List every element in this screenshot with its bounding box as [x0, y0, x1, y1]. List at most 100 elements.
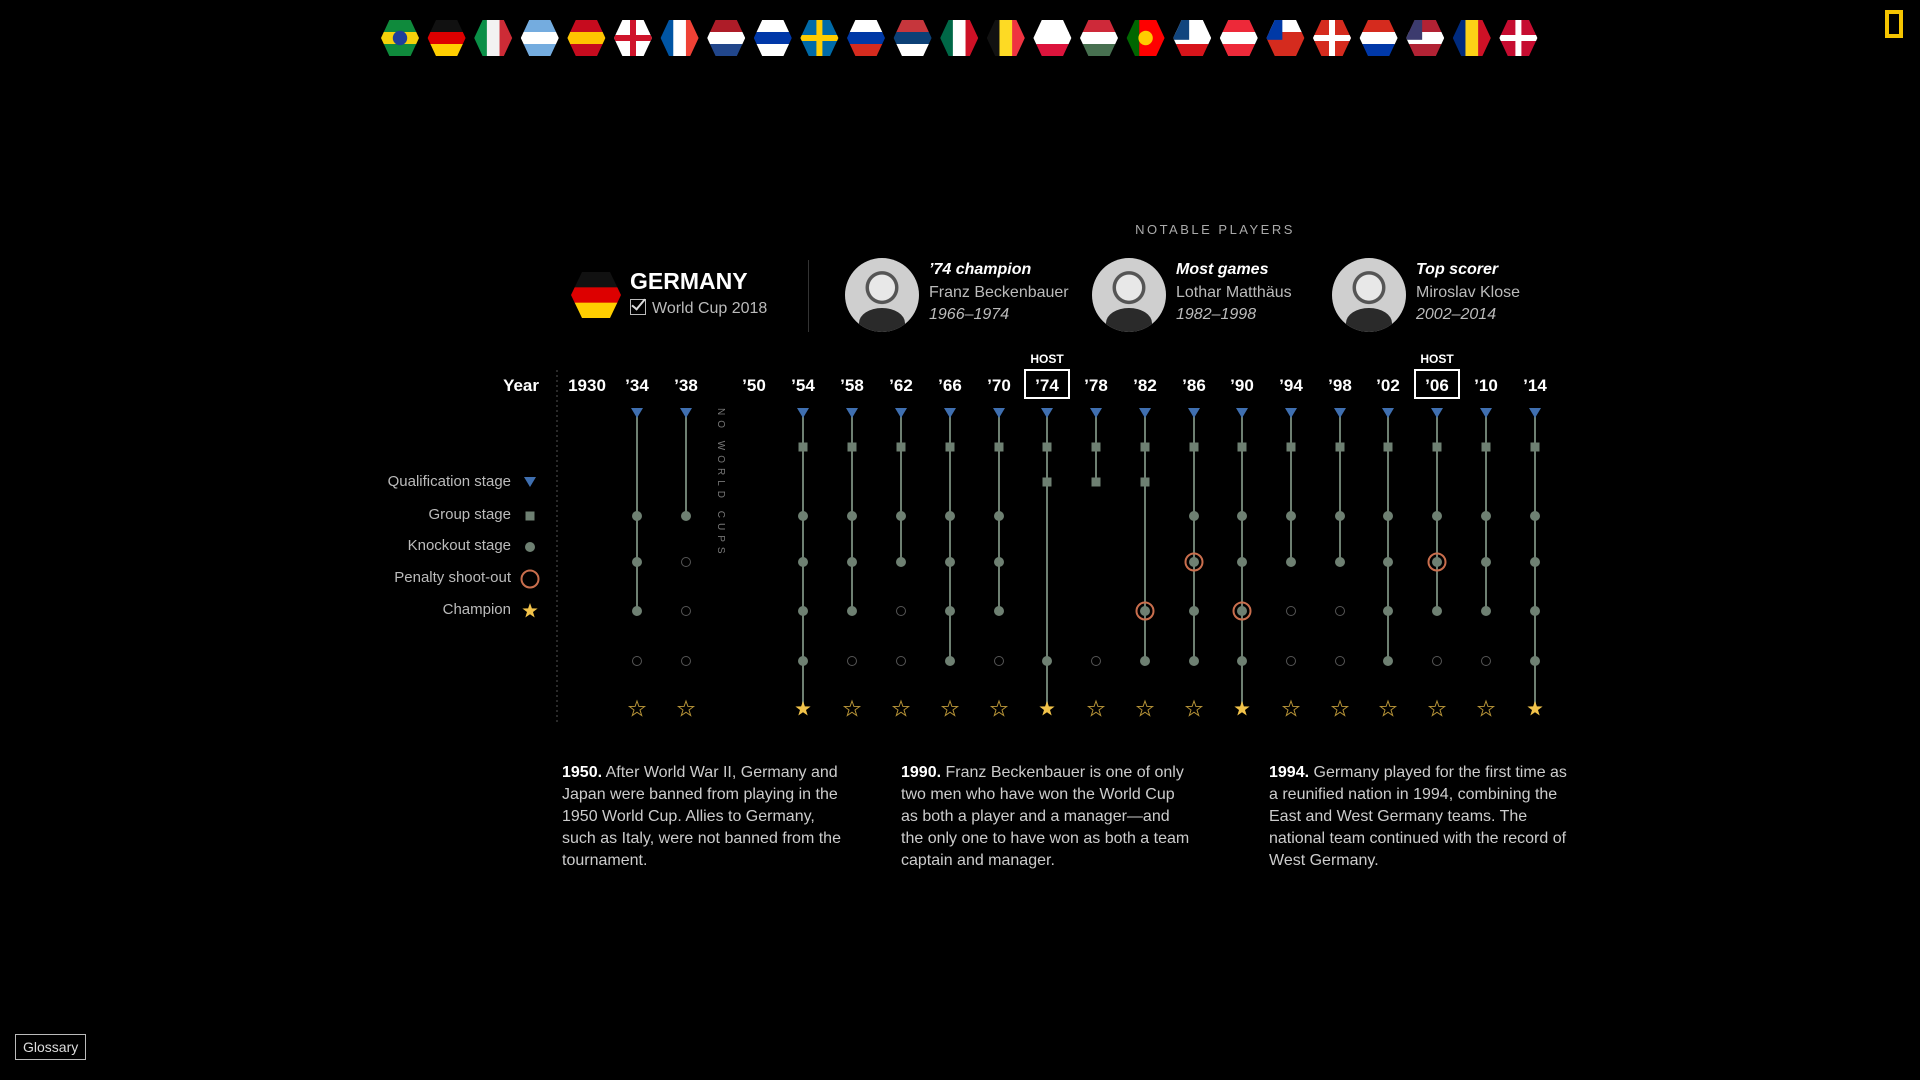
- knockout-marker: [1237, 557, 1247, 567]
- legend-label: Champion: [443, 601, 511, 618]
- year-column-94[interactable]: ’94: [1279, 376, 1303, 717]
- flag-uruguay-icon[interactable]: [753, 20, 792, 57]
- champion-star-icon: [522, 603, 538, 618]
- year-label: ’70: [987, 376, 1011, 395]
- year-column-34[interactable]: ’34: [625, 376, 649, 717]
- year-column-70[interactable]: ’70: [987, 376, 1011, 717]
- not-reached-marker: [1335, 606, 1345, 616]
- flag-sweden-icon[interactable]: [800, 20, 839, 57]
- knockout-marker: [1189, 656, 1199, 666]
- note-text: Germany played for the first time as a r…: [1269, 764, 1567, 869]
- year-column-14[interactable]: ’14: [1523, 376, 1547, 716]
- not-reached-marker: [847, 656, 857, 666]
- champion-star-empty-icon: [1378, 699, 1398, 717]
- notable-players-heading: NOTABLE PLAYERS: [1135, 222, 1295, 237]
- champion-star-empty-icon: [891, 699, 911, 717]
- year-column-86[interactable]: ’86: [1182, 376, 1206, 717]
- glossary-button[interactable]: Glossary: [15, 1034, 87, 1060]
- year-column-38[interactable]: ’38: [674, 376, 698, 717]
- not-reached-marker: [1335, 656, 1345, 666]
- player-role: ’74 champion: [929, 261, 1032, 278]
- legend-label: Group stage: [428, 506, 511, 523]
- champion-star-empty-icon: [989, 699, 1009, 717]
- penalty-shootout-marker: [1427, 552, 1447, 572]
- year-column-82[interactable]: ’82: [1133, 376, 1157, 717]
- flag-england-icon[interactable]: [614, 20, 652, 57]
- flag-germany-icon[interactable]: [427, 20, 466, 57]
- knockout-marker: [1237, 656, 1247, 666]
- year-column-06[interactable]: HOST ’06: [1414, 352, 1460, 717]
- year-column-66[interactable]: ’66: [938, 376, 962, 717]
- year-label: ’66: [938, 376, 962, 395]
- not-reached-marker: [1286, 656, 1296, 666]
- knockout-marker: [1481, 606, 1491, 616]
- legend-item-ring: Penalty shoot-out: [394, 569, 540, 589]
- flag-poland-icon[interactable]: [1033, 20, 1072, 57]
- year-column-62[interactable]: ’62: [889, 376, 913, 717]
- checkbox-icon: [630, 299, 646, 315]
- qualification-marker: [1431, 408, 1443, 418]
- qualification-marker: [944, 408, 956, 418]
- penalty-shootout-marker: [1184, 552, 1204, 572]
- flag-paraguay-icon[interactable]: [1359, 20, 1398, 57]
- year-column-54[interactable]: ’54: [791, 376, 815, 716]
- header-divider: [808, 260, 809, 332]
- knockout-marker: [994, 557, 1004, 567]
- flag-russia-icon[interactable]: [847, 20, 885, 57]
- not-reached-marker: [896, 606, 906, 616]
- group-stage-marker: [1286, 442, 1296, 452]
- knockout-marker: [1432, 557, 1442, 567]
- knockout-marker: [798, 557, 808, 567]
- group-stage-marker: [525, 511, 535, 521]
- flag-spain-icon[interactable]: [567, 20, 606, 57]
- flag-hungary-icon[interactable]: [1080, 20, 1118, 57]
- year-label: ’94: [1279, 376, 1303, 395]
- group-stage-marker: [1432, 442, 1442, 452]
- knockout-marker: [994, 511, 1004, 521]
- year-column-50[interactable]: ’50: [742, 376, 766, 395]
- flag-austria-icon[interactable]: [1219, 20, 1258, 57]
- year-header: Year: [503, 376, 539, 395]
- group-stage-marker: [945, 442, 955, 452]
- qualification-marker: [1480, 408, 1492, 418]
- knockout-marker: [1237, 511, 1247, 521]
- champion-star-empty-icon: [1476, 699, 1496, 717]
- player-years: 1966–1974: [929, 306, 1010, 323]
- year-column-78[interactable]: ’78: [1084, 376, 1108, 717]
- germany-flag-icon[interactable]: [571, 272, 621, 319]
- year-column-98[interactable]: ’98: [1328, 376, 1352, 717]
- player-card-beckenbauer: ’74 champion Franz Beckenbauer 1966–1974: [845, 258, 1095, 338]
- flag-usa-icon[interactable]: [1406, 20, 1445, 57]
- knockout-marker: [798, 606, 808, 616]
- legend-item-square: Group stage: [428, 506, 535, 523]
- flag-serbia-icon[interactable]: [893, 20, 932, 57]
- legend-item-triangle: Qualification stage: [388, 473, 536, 490]
- player-years: 2002–2014: [1416, 306, 1497, 323]
- year-column-10[interactable]: ’10: [1474, 376, 1498, 717]
- year-column-90[interactable]: ’90: [1230, 376, 1254, 716]
- knockout-marker: [1140, 656, 1150, 666]
- year-column-02[interactable]: ’02: [1376, 376, 1400, 717]
- team-flag-icon: [571, 272, 621, 319]
- flag-chile-icon[interactable]: [1266, 20, 1305, 57]
- flag-czech-republic-icon[interactable]: [1173, 20, 1212, 57]
- legend-item-star: Champion: [443, 601, 538, 618]
- year-column-58[interactable]: ’58: [840, 376, 864, 717]
- year-column-1930[interactable]: 1930: [568, 376, 606, 395]
- knockout-marker: [945, 511, 955, 521]
- flag-brazil-icon[interactable]: [381, 20, 419, 57]
- flag-denmark-icon[interactable]: [1499, 20, 1538, 57]
- group-stage-marker: [1237, 442, 1247, 452]
- champion-star-empty-icon: [1184, 699, 1204, 717]
- flag-argentina-icon[interactable]: [520, 20, 559, 57]
- national-geographic-logo[interactable]: [1885, 10, 1903, 38]
- flag-netherlands-icon[interactable]: [707, 20, 746, 57]
- note-1950: 1950. After World War II, Germany and Ja…: [562, 762, 852, 872]
- year-column-74[interactable]: HOST ’74: [1024, 352, 1070, 716]
- country-flag-bar: [381, 20, 1538, 57]
- flag-switzerland-icon[interactable]: [1313, 20, 1351, 57]
- knockout-marker: [1286, 557, 1296, 567]
- player-name: Franz Beckenbauer: [929, 284, 1069, 301]
- player-name: Lothar Matthäus: [1176, 284, 1292, 301]
